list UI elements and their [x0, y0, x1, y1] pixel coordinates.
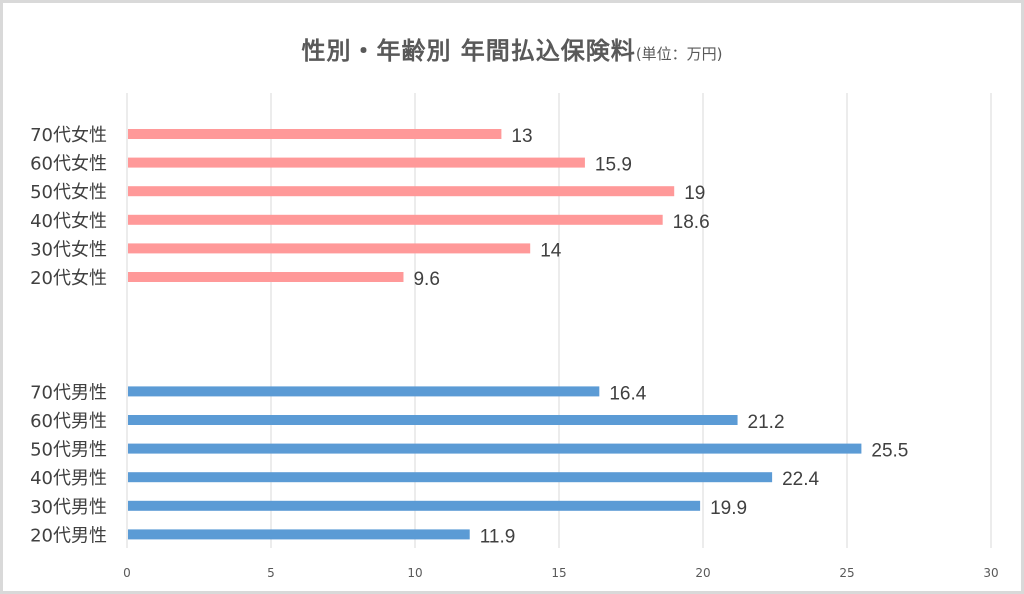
x-tick-label: 25 [839, 566, 854, 580]
bar [128, 272, 404, 282]
x-tick-label: 30 [983, 566, 998, 580]
bar [128, 443, 862, 454]
category-label: 40代男性 [30, 468, 107, 489]
data-label: 9.6 [413, 269, 439, 290]
data-label: 14 [540, 240, 562, 261]
data-label: 19.9 [710, 498, 747, 519]
chart-title: 性別・年齢別 年間払込保険料(単位：万円) [3, 31, 1021, 66]
x-tick-label: 0 [123, 566, 131, 580]
data-label: 15.9 [595, 155, 632, 176]
category-label: 20代男性 [30, 525, 107, 546]
category-label: 40代女性 [30, 211, 107, 232]
category-label: 20代女性 [30, 268, 107, 289]
category-label: 60代男性 [30, 411, 107, 432]
data-label: 21.2 [748, 412, 785, 433]
x-tick-label: 10 [407, 566, 422, 580]
plot-area: 0 5 10 15 20 25 30 70代女性 13 60代女性 15.9 50代女性 19 40代女性… [30, 93, 999, 580]
bar [128, 129, 502, 139]
data-label: 25.5 [871, 441, 908, 462]
category-label: 60代女性 [30, 154, 107, 175]
chart-title-text: 性別・年齢別 年間払込保険料 [301, 37, 636, 65]
category-label: 30代女性 [30, 239, 107, 260]
data-label: 18.6 [673, 212, 710, 233]
data-label: 19 [684, 183, 705, 204]
bar [128, 186, 675, 197]
data-label: 16.4 [609, 383, 646, 404]
bar [128, 386, 600, 397]
category-label: 70代女性 [30, 125, 107, 146]
chart-title-unit: (単位：万円) [635, 45, 723, 63]
x-tick-label: 5 [267, 566, 275, 580]
data-label: 13 [511, 126, 532, 147]
bar [128, 500, 701, 511]
bar [128, 214, 663, 225]
data-label: 22.4 [782, 469, 819, 490]
x-tick-label: 20 [695, 566, 710, 580]
bar [128, 243, 531, 254]
category-label: 50代男性 [30, 440, 107, 461]
category-label: 70代男性 [30, 382, 107, 403]
data-label: 11.9 [480, 526, 516, 547]
bar [128, 157, 585, 168]
category-label: 50代女性 [30, 182, 107, 203]
category-label: 30代男性 [30, 497, 107, 518]
bar [128, 529, 470, 540]
bar [128, 415, 738, 425]
bar [128, 472, 773, 483]
x-tick-label: 15 [551, 566, 566, 580]
